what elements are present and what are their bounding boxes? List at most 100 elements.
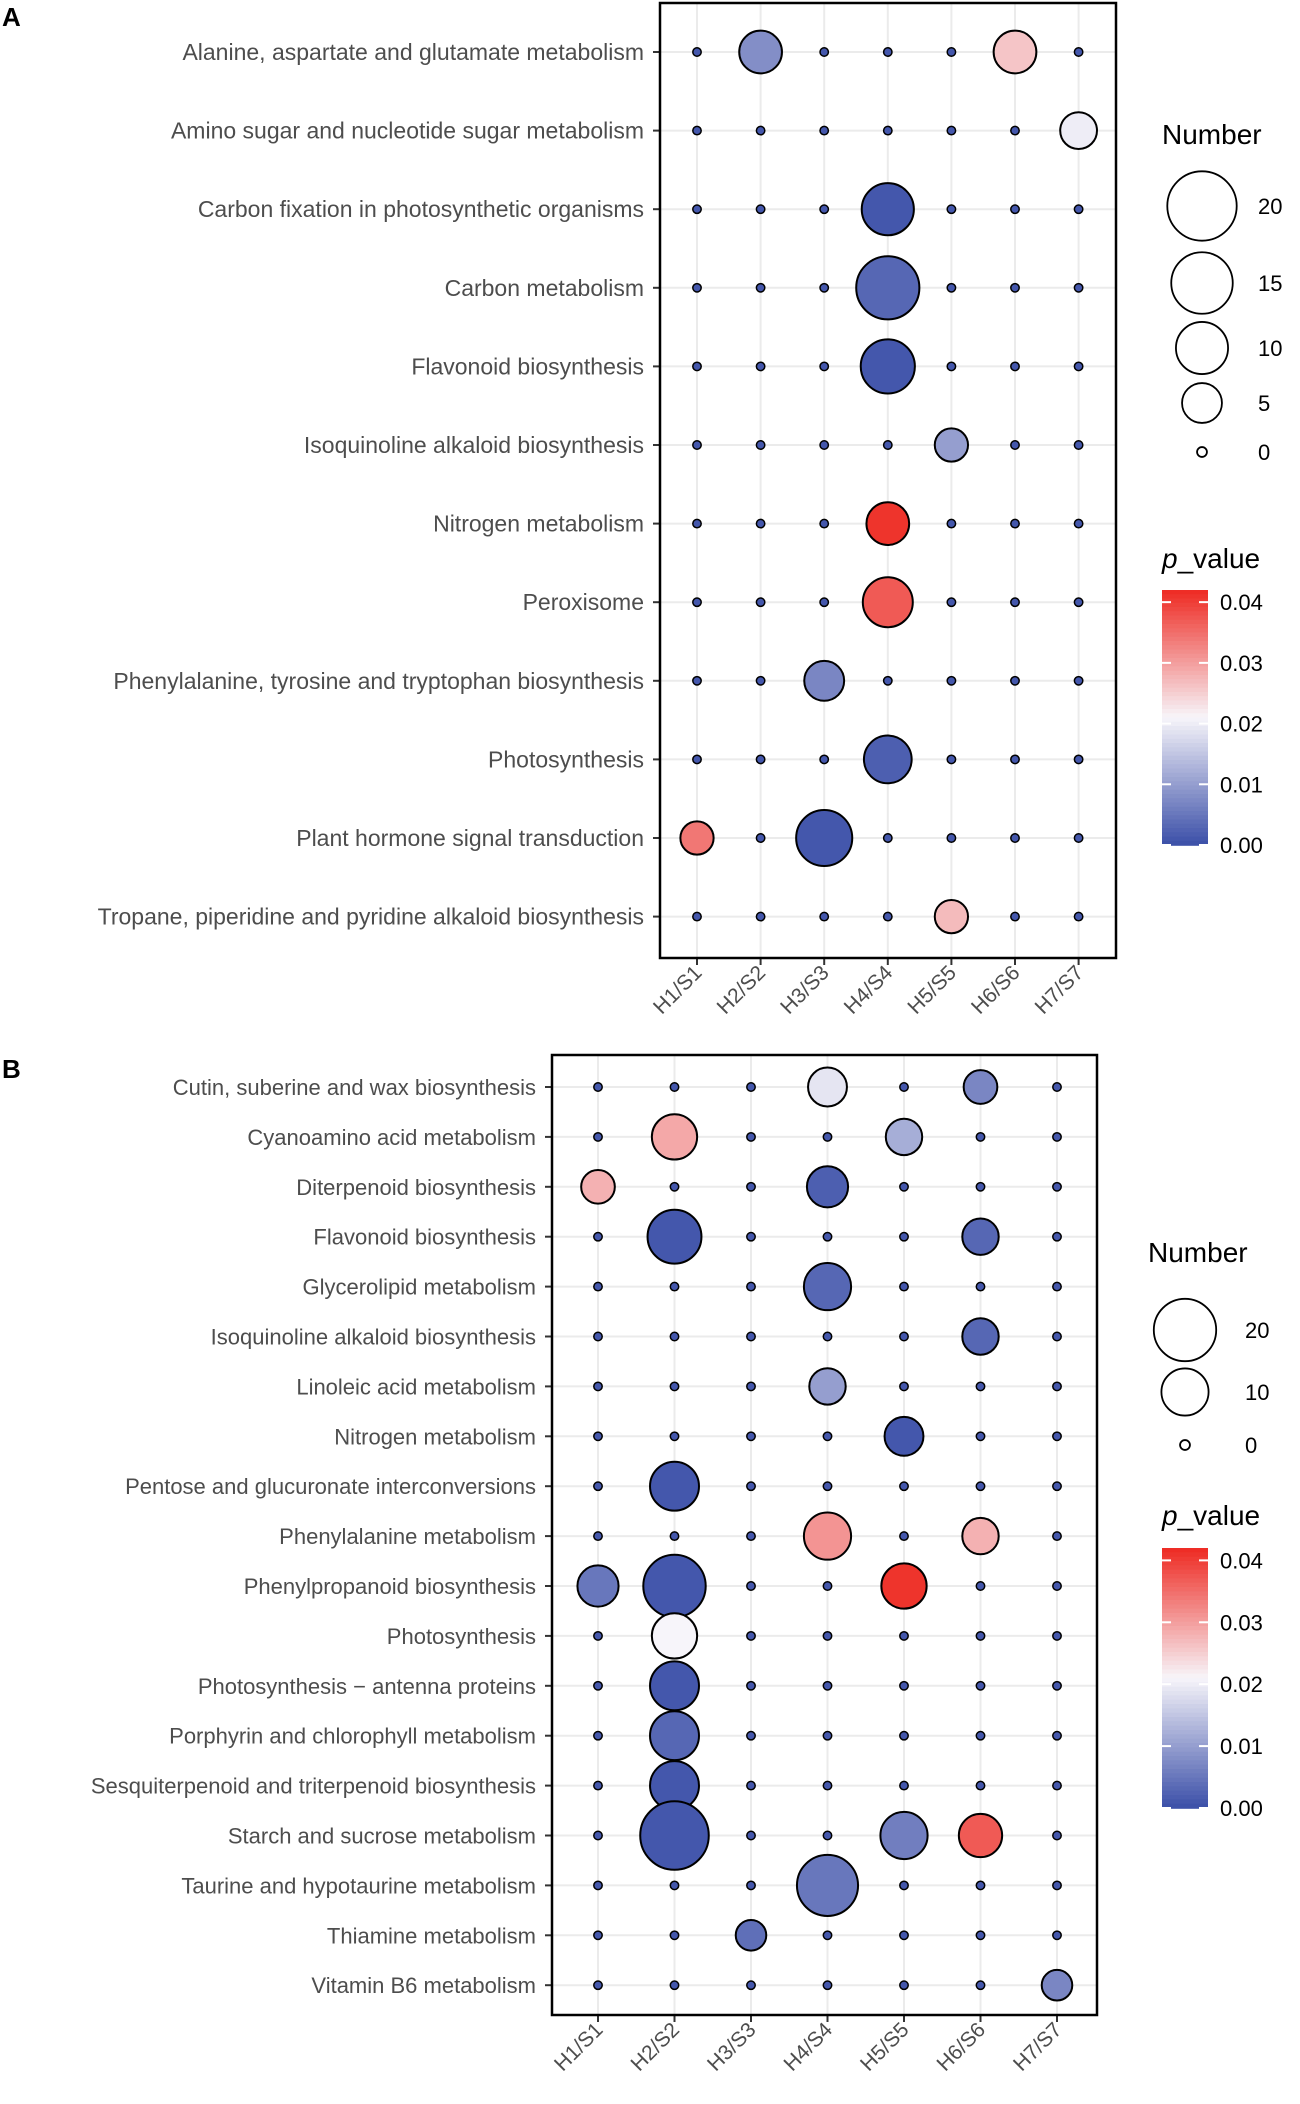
panel-a-point-empty xyxy=(946,518,957,529)
panel-b-point xyxy=(802,1262,853,1312)
panel-b-point-empty xyxy=(899,1231,909,1242)
panel-a-point-empty xyxy=(946,833,957,843)
panel-a-point-empty xyxy=(1010,282,1020,293)
panel-b-point-empty xyxy=(822,1730,833,1741)
panel-b-point-empty xyxy=(975,1481,986,1492)
panel-b-point-empty xyxy=(593,1980,603,1991)
panel-b-point-empty xyxy=(1052,1331,1062,1342)
panel-a-y-label: Nitrogen metabolism xyxy=(433,511,644,537)
panel-a-point xyxy=(738,29,783,75)
panel-a-x-label: H5/S5 xyxy=(903,961,961,1019)
panel-b-point xyxy=(646,1208,703,1265)
panel-a-label: A xyxy=(2,2,21,32)
panel-b-colorbar-strip xyxy=(1162,1561,1208,1567)
panel-a-point xyxy=(865,501,911,546)
panel-b-point-empty xyxy=(1052,1231,1062,1242)
panel-b-point-empty xyxy=(1052,1082,1062,1092)
panel-b-point-empty xyxy=(1052,1531,1062,1542)
panel-a-colorbar-strip xyxy=(1162,632,1208,638)
panel-a-point-empty xyxy=(819,440,830,450)
panel-b-point-empty xyxy=(669,1381,680,1392)
panel-b-point-empty xyxy=(975,1381,986,1392)
panel-a-point-empty xyxy=(755,440,766,450)
panel-b-point-empty xyxy=(822,1131,833,1142)
panel-a-colorbar-strip xyxy=(1162,628,1208,634)
panel-b-point-empty xyxy=(669,1531,680,1542)
panel-b-colorbar-strip xyxy=(1162,1730,1208,1736)
panel-b-point-empty xyxy=(746,1980,756,1991)
panel-b-point xyxy=(580,1168,616,1205)
panel-b-point-empty xyxy=(1052,1830,1062,1841)
panel-a-point-empty xyxy=(946,597,957,608)
panel-b-colorbar-strip xyxy=(1162,1608,1208,1614)
panel-a-colorbar-strip xyxy=(1162,653,1208,659)
panel-b-point-empty xyxy=(899,1930,909,1941)
panel-a-colorbar-strip xyxy=(1162,607,1208,613)
panel-b-point-empty xyxy=(746,1630,756,1641)
panel-a-point-empty xyxy=(819,361,830,372)
panel-b-point xyxy=(650,1113,699,1161)
panel-a-point-empty xyxy=(1073,833,1084,843)
panel-b-colorbar-strip xyxy=(1162,1647,1208,1653)
panel-a-colorbar-strip xyxy=(1162,751,1208,757)
panel-a-legend: Number20151050p_value0.040.030.020.010.0… xyxy=(1161,119,1282,858)
panel-a-point xyxy=(679,820,715,856)
panel-b-colorbar-strip xyxy=(1162,1587,1208,1593)
panel-a-point-empty xyxy=(882,440,893,450)
panel-b-colorbar-strip xyxy=(1162,1552,1208,1558)
panel-a-colorbar-strip xyxy=(1162,615,1208,621)
panel-b-point-empty xyxy=(593,1880,603,1891)
panel-b-point-empty xyxy=(593,1780,603,1791)
panel-a-point-empty xyxy=(692,204,702,215)
panel-b-y-label: Sesquiterpenoid and triterpenoid biosynt… xyxy=(91,1774,536,1799)
panel-b-point-empty xyxy=(593,1680,603,1691)
panel-b-size-legend-label: 20 xyxy=(1245,1318,1269,1343)
panel-b-colorbar-strip xyxy=(1162,1634,1208,1640)
panel-b-colorbar-strip xyxy=(1162,1669,1208,1675)
panel-b-point-empty xyxy=(593,1531,603,1542)
panel-b-x-label: H7/S7 xyxy=(1009,2018,1067,2076)
panel-b-point-empty xyxy=(975,1680,986,1691)
panel-a-size-legend-circle xyxy=(1166,170,1238,242)
panel-a-colorbar-strip xyxy=(1162,590,1208,596)
panel-a-size-legend-label: 0 xyxy=(1258,440,1270,465)
panel-a-colorbar-strip xyxy=(1162,772,1208,778)
panel-b-colorbar-strip xyxy=(1162,1678,1208,1684)
panel-b-colorbar-strip xyxy=(1162,1782,1208,1788)
panel-b-point xyxy=(649,1710,700,1762)
panel-b-point-empty xyxy=(746,1331,756,1342)
panel-b-colorbar-label: 0.04 xyxy=(1220,1548,1263,1573)
panel-b-colorbar-strip xyxy=(1162,1574,1208,1580)
panel-b-colorbar-strip xyxy=(1162,1565,1208,1571)
panel-b-size-legend-circle xyxy=(1179,1439,1191,1451)
panel-a-point-empty xyxy=(1073,518,1084,529)
panel-b-frame xyxy=(550,1053,1099,2017)
panel-b-y-label: Vitamin B6 metabolism xyxy=(311,1973,536,1998)
panel-a-colorbar-strip xyxy=(1162,734,1208,740)
panel-b-point-empty xyxy=(1052,1680,1062,1691)
panel-b-point-empty xyxy=(822,1331,833,1342)
panel-a-y-label: Isoquinoline alkaloid biosynthesis xyxy=(304,432,644,458)
panel-a-point-empty xyxy=(1010,911,1020,922)
panel-b-point-empty xyxy=(822,1780,833,1791)
panel-b-point xyxy=(639,1800,710,1871)
panel-b-point-empty xyxy=(1052,1431,1062,1442)
panel-a-point-empty xyxy=(692,125,702,136)
panel-a-point-empty xyxy=(1010,754,1020,765)
panel-b-colorbar-strip xyxy=(1162,1652,1208,1658)
panel-b-point-empty xyxy=(975,1181,986,1192)
panel-a-point xyxy=(1059,111,1098,150)
panel-a-y-label: Photosynthesis xyxy=(488,746,644,772)
panel-b-point-empty xyxy=(975,1880,986,1891)
panel-a-colorbar-strip xyxy=(1162,764,1208,770)
panel-a-colorbar-strip xyxy=(1162,704,1208,710)
panel-b-point-empty xyxy=(1052,1730,1062,1741)
panel-a-size-legend-label: 20 xyxy=(1258,194,1282,219)
panel-b-colorbar-strip xyxy=(1162,1556,1208,1562)
panel-b-label: B xyxy=(2,1054,21,1084)
panel-b-point xyxy=(802,1511,853,1561)
panel-a-point-empty xyxy=(692,361,702,372)
panel-b-point-empty xyxy=(1052,1880,1062,1891)
panel-a-colorbar-strip xyxy=(1162,594,1208,600)
panel-b-point xyxy=(649,1660,700,1712)
